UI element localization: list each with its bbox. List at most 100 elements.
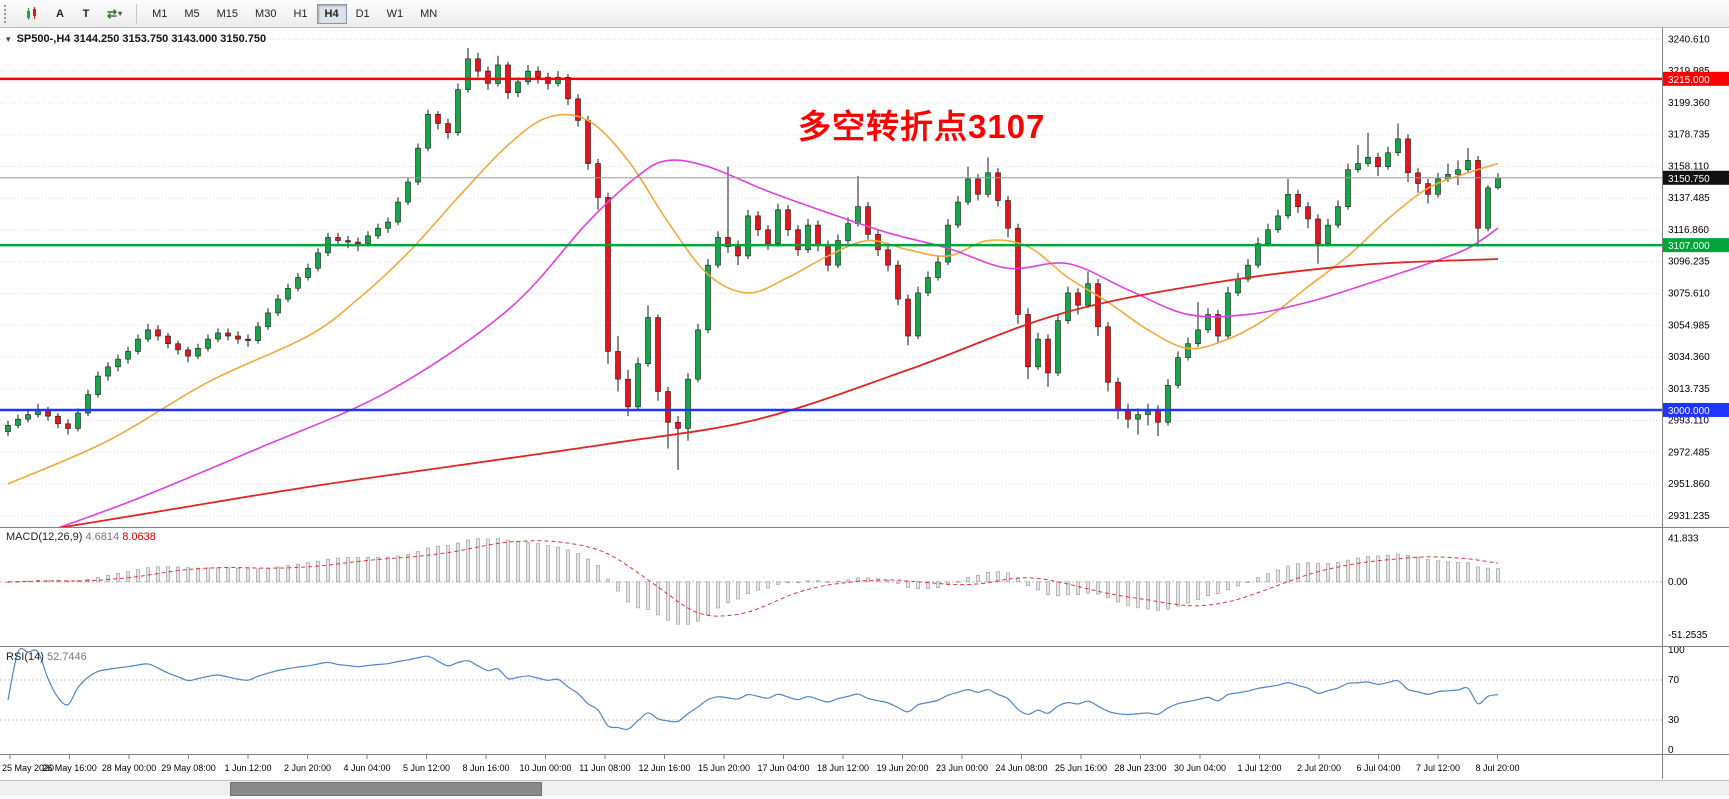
svg-text:11 Jun 08:00: 11 Jun 08:00 bbox=[579, 763, 630, 773]
chart-title: ▾ SP500-,H4 3144.250 3153.750 3143.000 3… bbox=[6, 33, 266, 45]
chart-tool-button[interactable] bbox=[18, 3, 46, 25]
svg-text:8 Jul 20:00: 8 Jul 20:00 bbox=[1475, 763, 1519, 773]
chart-annotation[interactable]: 多空转折点3107 bbox=[798, 108, 1046, 145]
svg-text:2 Jul 20:00: 2 Jul 20:00 bbox=[1297, 763, 1341, 773]
candles bbox=[5, 48, 1501, 471]
macd-panel bbox=[0, 538, 1662, 625]
svg-text:23 Jun 00:00: 23 Jun 00:00 bbox=[936, 763, 988, 773]
svg-text:3075.610: 3075.610 bbox=[1668, 289, 1710, 300]
toolbar-separator bbox=[136, 3, 138, 24]
cycle-icon: ⇄ bbox=[107, 6, 118, 21]
svg-text:8 Jun 16:00: 8 Jun 16:00 bbox=[462, 763, 509, 773]
ma-fast bbox=[7, 113, 1499, 485]
svg-text:28 Jun 23:00: 28 Jun 23:00 bbox=[1114, 763, 1166, 773]
macd-value-main: 4.6814 bbox=[85, 531, 120, 543]
timeframe-button-W1[interactable]: W1 bbox=[379, 4, 412, 24]
ma-slow bbox=[58, 258, 1499, 527]
svg-text:7 Jul 12:00: 7 Jul 12:00 bbox=[1416, 763, 1460, 773]
rsi-label: RSI(14) 52.7446 bbox=[6, 651, 87, 663]
svg-text:18 Jun 12:00: 18 Jun 12:00 bbox=[817, 763, 869, 773]
main-toolbar: A T ⇄ ▾ M1 M5 M15 M30 H1 H4 D1 W1 MN bbox=[0, 0, 1729, 28]
timeframe-button-M5[interactable]: M5 bbox=[176, 4, 207, 24]
svg-text:12 Jun 16:00: 12 Jun 16:00 bbox=[638, 763, 690, 773]
svg-text:30: 30 bbox=[1668, 715, 1680, 726]
svg-text:2972.485: 2972.485 bbox=[1668, 447, 1710, 458]
svg-text:30 Jun 04:00: 30 Jun 04:00 bbox=[1174, 763, 1226, 773]
panel-separators[interactable] bbox=[0, 28, 1729, 779]
price-axis[interactable]: 3240.610 3219.985 3199.360 3178.735 3158.110… bbox=[1663, 34, 1729, 756]
svg-text:25 Jun 16:00: 25 Jun 16:00 bbox=[1055, 763, 1107, 773]
macd-label: MACD(12,26,9) 4.6814 8.0638 bbox=[6, 531, 156, 543]
svg-text:25 May 2020: 25 May 2020 bbox=[2, 763, 54, 773]
svg-text:4 Jun 04:00: 4 Jun 04:00 bbox=[343, 763, 390, 773]
cycle-tool-button[interactable]: ⇄ ▾ bbox=[100, 3, 129, 25]
svg-text:3034.360: 3034.360 bbox=[1668, 352, 1710, 363]
timeframe-button-H4[interactable]: H4 bbox=[316, 3, 347, 24]
svg-text:15 Jun 20:00: 15 Jun 20:00 bbox=[698, 763, 750, 773]
ma-mid bbox=[58, 159, 1499, 527]
svg-text:1 Jul 12:00: 1 Jul 12:00 bbox=[1237, 763, 1281, 773]
svg-text:3137.485: 3137.485 bbox=[1668, 193, 1710, 204]
price-grid bbox=[0, 38, 1662, 517]
rsi-line bbox=[7, 647, 1499, 731]
svg-text:3096.235: 3096.235 bbox=[1668, 257, 1710, 268]
toolbar-grip[interactable] bbox=[4, 4, 11, 23]
svg-text:3013.735: 3013.735 bbox=[1668, 384, 1710, 395]
timeframe-button-D1[interactable]: D1 bbox=[348, 4, 378, 24]
scrollbar-thumb[interactable] bbox=[230, 782, 542, 796]
svg-text:3150.750: 3150.750 bbox=[1668, 174, 1710, 185]
svg-text:3178.735: 3178.735 bbox=[1668, 130, 1710, 141]
svg-text:3000.000: 3000.000 bbox=[1668, 406, 1710, 417]
rsi-name: RSI(14) bbox=[6, 651, 44, 663]
price-badge-3000.000: 3000.000 bbox=[1663, 402, 1729, 417]
svg-text:0.00: 0.00 bbox=[1668, 577, 1688, 588]
svg-text:2931.235: 2931.235 bbox=[1668, 511, 1710, 522]
svg-text:29 May 08:00: 29 May 08:00 bbox=[161, 763, 216, 773]
svg-text:41.833: 41.833 bbox=[1668, 534, 1699, 545]
svg-text:19 Jun 20:00: 19 Jun 20:00 bbox=[876, 763, 928, 773]
svg-text:10 Jun 00:00: 10 Jun 00:00 bbox=[519, 763, 571, 773]
expand-icon: ▾ bbox=[6, 34, 11, 44]
macd-name: MACD(12,26,9) bbox=[6, 531, 83, 543]
price-badge-3150.750: 3150.750 bbox=[1663, 170, 1729, 185]
price-badge-3215.000: 3215.000 bbox=[1663, 71, 1729, 86]
main-panel bbox=[0, 48, 1662, 527]
timeframe-button-H1[interactable]: H1 bbox=[285, 4, 315, 24]
svg-text:26 May 16:00: 26 May 16:00 bbox=[42, 763, 97, 773]
svg-text:2 Jun 20:00: 2 Jun 20:00 bbox=[284, 763, 331, 773]
rsi-panel bbox=[0, 647, 1662, 731]
chart-background bbox=[0, 28, 1729, 799]
rsi-value: 52.7446 bbox=[46, 651, 87, 663]
svg-text:3219.985: 3219.985 bbox=[1668, 66, 1710, 77]
horizontal-scrollbar[interactable] bbox=[0, 780, 1729, 796]
timeframe-button-M1[interactable]: M1 bbox=[144, 4, 175, 24]
svg-text:3215.000: 3215.000 bbox=[1668, 75, 1710, 86]
ohlc-values: 3144.250 3153.750 3143.000 3150.750 bbox=[73, 33, 267, 45]
svg-text:3107.000: 3107.000 bbox=[1668, 241, 1710, 252]
svg-text:2951.860: 2951.860 bbox=[1668, 479, 1710, 490]
price-badge-3107.000: 3107.000 bbox=[1663, 238, 1729, 253]
text-tool-button[interactable]: A bbox=[48, 3, 72, 25]
svg-text:6 Jul 04:00: 6 Jul 04:00 bbox=[1356, 763, 1400, 773]
svg-text:1 Jun 12:00: 1 Jun 12:00 bbox=[224, 763, 271, 773]
svg-text:3158.110: 3158.110 bbox=[1668, 161, 1709, 172]
svg-text:5 Jun 12:00: 5 Jun 12:00 bbox=[403, 763, 450, 773]
timeframe-button-MN[interactable]: MN bbox=[412, 4, 445, 24]
svg-text:100: 100 bbox=[1668, 645, 1685, 656]
svg-text:0: 0 bbox=[1668, 745, 1674, 756]
timeframe-button-M30[interactable]: M30 bbox=[247, 4, 284, 24]
chevron-down-icon: ▾ bbox=[118, 9, 123, 18]
svg-text:3199.360: 3199.360 bbox=[1668, 98, 1710, 109]
svg-text:70: 70 bbox=[1668, 675, 1680, 686]
label-tool-button[interactable]: T bbox=[74, 3, 98, 25]
svg-text:3054.985: 3054.985 bbox=[1668, 320, 1710, 331]
svg-text:2993.110: 2993.110 bbox=[1668, 416, 1709, 427]
svg-text:24 Jun 08:00: 24 Jun 08:00 bbox=[995, 763, 1047, 773]
svg-text:3240.610: 3240.610 bbox=[1668, 34, 1710, 45]
macd-value-signal: 8.0638 bbox=[122, 531, 156, 543]
svg-text:3116.860: 3116.860 bbox=[1668, 225, 1709, 236]
timeframe-button-M15[interactable]: M15 bbox=[209, 4, 246, 24]
